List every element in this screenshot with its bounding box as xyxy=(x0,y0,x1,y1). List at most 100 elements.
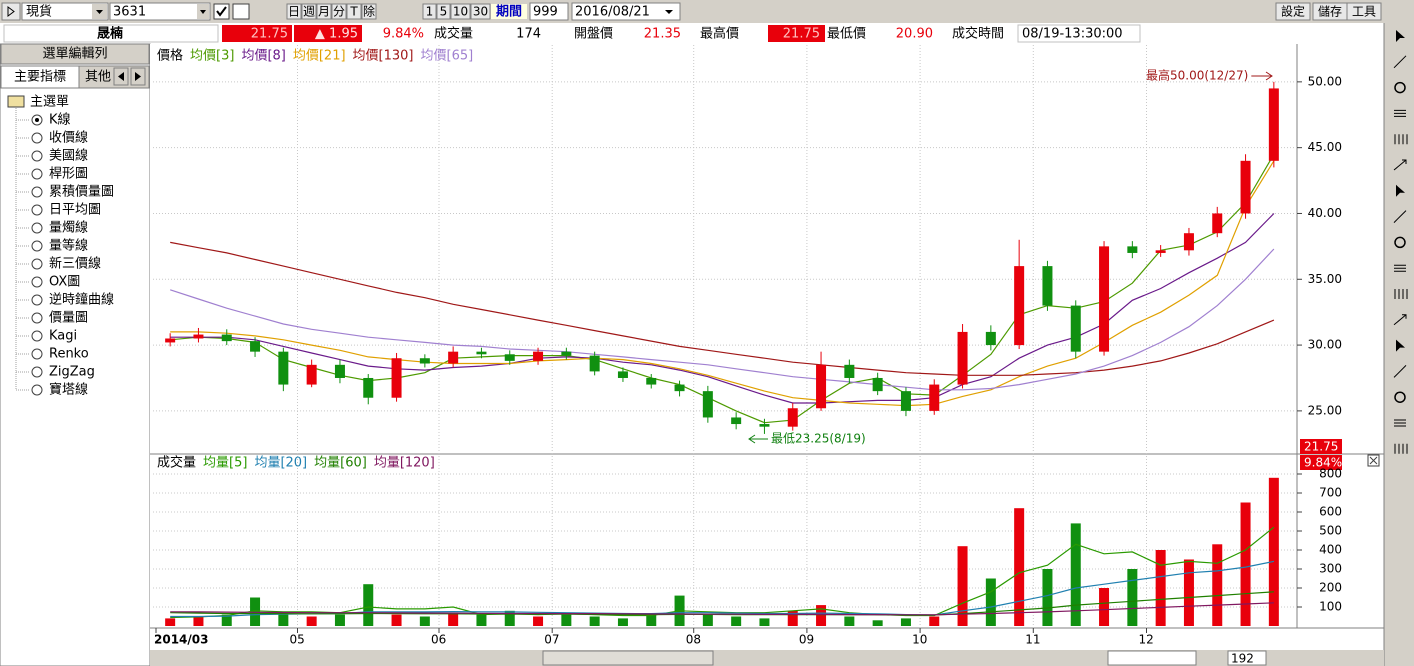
period-button[interactable] xyxy=(301,3,317,20)
price-cell xyxy=(222,25,292,42)
tree-item[interactable]: 桿形圖 xyxy=(49,167,88,182)
code: 3631 xyxy=(113,5,146,20)
radio[interactable] xyxy=(31,222,43,234)
code-combo[interactable] xyxy=(109,2,211,21)
play-icon xyxy=(7,6,15,17)
candle-body xyxy=(1042,266,1053,306)
volume-bar xyxy=(1042,569,1053,626)
tree-item[interactable]: 累積價量圖 xyxy=(49,185,114,200)
tree-item[interactable]: 量燭線 xyxy=(49,220,88,236)
tree-item[interactable]: ZigZag xyxy=(49,365,95,380)
tool-icon xyxy=(1396,30,1405,42)
radio[interactable] xyxy=(31,366,43,378)
count-box[interactable] xyxy=(529,2,569,21)
volume-bar xyxy=(334,614,345,626)
tree-item[interactable]: Kagi xyxy=(49,329,77,344)
radio[interactable] xyxy=(31,348,43,360)
candle-body xyxy=(985,331,996,346)
tool-button-label: 設定 xyxy=(1281,4,1305,19)
tool-icon xyxy=(1394,419,1406,427)
candle-body xyxy=(957,331,968,385)
zoom-slider[interactable] xyxy=(1107,650,1197,666)
volume-bar xyxy=(1127,569,1138,626)
play-button[interactable] xyxy=(1,2,21,21)
volume-bar xyxy=(702,614,713,626)
price-marker xyxy=(1300,439,1342,454)
candle-body xyxy=(278,351,289,385)
radio[interactable] xyxy=(31,294,43,306)
tool[interactable] xyxy=(1390,79,1410,97)
tree-item[interactable]: 寶塔線 xyxy=(49,382,88,398)
tree-item[interactable]: OX圖 xyxy=(49,275,80,290)
arrow-icon xyxy=(665,10,673,14)
radio[interactable] xyxy=(31,276,43,288)
tool[interactable] xyxy=(1390,388,1410,406)
ma-line xyxy=(170,213,1275,404)
date-box[interactable] xyxy=(571,2,681,21)
link-button[interactable] xyxy=(232,3,250,20)
y-tick-label: 700 xyxy=(1319,486,1342,500)
product-combo[interactable] xyxy=(21,2,109,21)
x-tick-label: 05 xyxy=(290,633,305,647)
candle-body xyxy=(533,351,544,361)
minute-button[interactable] xyxy=(470,3,491,20)
count-field[interactable] xyxy=(1227,650,1267,666)
tree-item[interactable]: 價量圖 xyxy=(49,311,88,326)
x-tick-label: 07 xyxy=(544,633,559,647)
x-tick-label: 11 xyxy=(1025,633,1040,647)
x-tick-label: 12 xyxy=(1139,633,1154,647)
radio[interactable] xyxy=(31,186,43,198)
period-button[interactable] xyxy=(331,3,347,20)
minute-button[interactable] xyxy=(436,3,451,20)
tree-item[interactable]: Renko xyxy=(49,347,89,362)
radio[interactable] xyxy=(31,240,43,252)
tree-item[interactable]: K線 xyxy=(49,112,71,128)
radio[interactable] xyxy=(31,384,43,396)
sidebar-title: 選單編輯列 xyxy=(42,46,107,62)
volume-bar xyxy=(1014,508,1025,626)
period-button[interactable] xyxy=(346,3,362,20)
y-tick-label: 30.00 xyxy=(1308,338,1342,352)
radio[interactable] xyxy=(31,204,43,216)
candle-body xyxy=(334,364,345,378)
volume-bar xyxy=(476,614,487,626)
radio[interactable] xyxy=(31,330,43,342)
period-button[interactable] xyxy=(316,3,332,20)
tree-item[interactable]: 逆時鐘曲線 xyxy=(49,292,114,308)
tree-item[interactable]: 新三價線 xyxy=(49,256,101,272)
minute-button[interactable] xyxy=(422,3,437,20)
low-label: 最低價 xyxy=(827,27,866,42)
scroll-thumb[interactable] xyxy=(542,650,714,666)
legend-entry: 均價[21] xyxy=(293,49,346,64)
period-label: T xyxy=(349,5,358,19)
tool-button[interactable] xyxy=(1346,2,1382,21)
tree-item[interactable]: 收價線 xyxy=(49,130,88,146)
y-tick-label: 50.00 xyxy=(1308,74,1342,88)
radio[interactable] xyxy=(31,258,43,270)
tree-root[interactable]: 主選單 xyxy=(30,95,69,110)
minute-button[interactable] xyxy=(450,3,471,20)
price-marker-label: 21.75 xyxy=(1304,440,1338,454)
candle-body xyxy=(731,417,742,425)
legend-title: 成交量 xyxy=(157,455,196,471)
candle-body xyxy=(561,351,572,356)
radio[interactable] xyxy=(31,132,43,144)
radio[interactable] xyxy=(31,168,43,180)
tool-button[interactable] xyxy=(1275,2,1311,21)
period-button[interactable] xyxy=(286,3,302,20)
tree-item[interactable]: 量等線 xyxy=(49,238,88,254)
period-button[interactable] xyxy=(361,3,377,20)
tool[interactable] xyxy=(1390,233,1410,251)
radio[interactable] xyxy=(31,312,43,324)
high: 21.75 xyxy=(783,27,820,42)
x-tick-label: 06 xyxy=(431,633,446,647)
legend-title: 價格 xyxy=(157,48,183,64)
scrollbar xyxy=(150,650,1384,666)
tree-item[interactable]: 美國線 xyxy=(49,148,88,164)
tool-icon xyxy=(1394,81,1406,94)
bar-count: 192 xyxy=(1231,652,1254,666)
tree-item[interactable]: 日平均圖 xyxy=(49,203,101,218)
radio[interactable] xyxy=(31,150,43,162)
date: 2016/08/21 xyxy=(575,5,650,20)
ma-line xyxy=(170,153,1275,424)
